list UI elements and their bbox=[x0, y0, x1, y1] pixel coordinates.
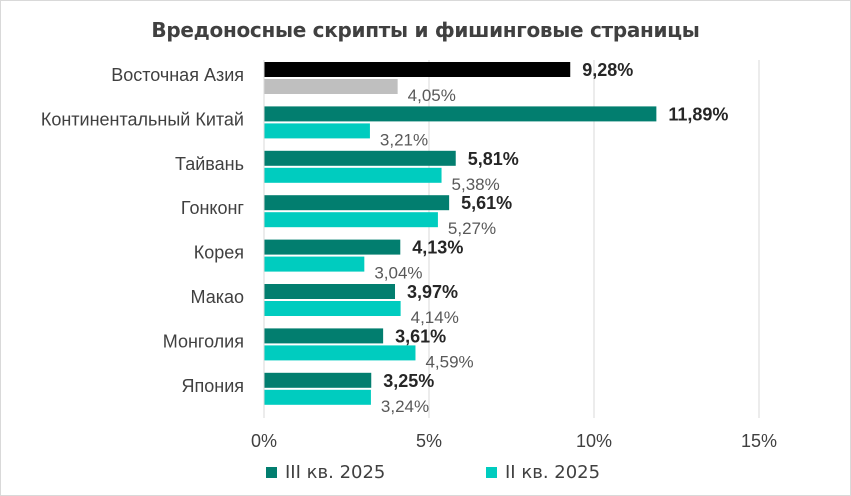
bar-q2 bbox=[264, 256, 365, 272]
data-label-q3: 4,13% bbox=[412, 238, 463, 258]
bar-q2 bbox=[264, 123, 370, 139]
data-label-q3: 3,25% bbox=[383, 371, 434, 391]
bar-q2 bbox=[264, 389, 371, 405]
data-label-q2: 5,38% bbox=[452, 175, 500, 194]
bar-q3 bbox=[264, 106, 657, 122]
data-label-q2: 3,24% bbox=[381, 397, 429, 416]
category-label: Макао bbox=[191, 287, 245, 307]
bar-q2 bbox=[264, 301, 401, 316]
chart-legend: III кв. 2025 II кв. 2025 bbox=[0, 462, 851, 486]
chart-title: Вредоносные скрипты и фишинговые страниц… bbox=[151, 18, 700, 42]
bar-q3 bbox=[264, 284, 396, 299]
category-label: Япония bbox=[182, 376, 245, 396]
bar-q3 bbox=[264, 328, 384, 344]
category-label: Корея bbox=[194, 243, 244, 263]
legend-swatch-q3 bbox=[266, 467, 277, 478]
bar-q2 bbox=[264, 79, 398, 94]
category-label: Тайвань bbox=[175, 154, 244, 174]
data-label-q2: 3,04% bbox=[374, 264, 422, 283]
category-label: Монголия bbox=[163, 331, 244, 351]
x-tick-label: 5% bbox=[416, 431, 442, 451]
bar-q2 bbox=[264, 345, 416, 361]
data-label-q2: 4,14% bbox=[411, 308, 459, 327]
legend-item-q3: III кв. 2025 bbox=[266, 462, 385, 483]
bar-q2 bbox=[264, 167, 442, 183]
data-label-q2: 4,59% bbox=[425, 352, 473, 371]
bar-q3 bbox=[264, 372, 372, 388]
data-label-q3: 5,81% bbox=[468, 149, 519, 169]
x-tick-label: 10% bbox=[576, 431, 612, 451]
data-label-q3: 3,61% bbox=[395, 326, 446, 346]
legend-swatch-q2 bbox=[486, 467, 497, 478]
data-label-q2: 3,21% bbox=[380, 130, 428, 149]
bar-q3 bbox=[264, 62, 571, 77]
x-tick-label: 0% bbox=[251, 431, 277, 451]
bar-q3 bbox=[264, 195, 450, 211]
data-label-q2: 4,05% bbox=[408, 86, 456, 105]
category-label: Восточная Азия bbox=[111, 65, 244, 85]
bar-q3 bbox=[264, 150, 456, 166]
data-label-q3: 11,89% bbox=[668, 104, 728, 124]
legend-item-q2: II кв. 2025 bbox=[486, 462, 600, 483]
category-label: Континентальный Китай bbox=[41, 109, 244, 129]
bar-q2 bbox=[264, 212, 438, 228]
data-label-q2: 5,27% bbox=[448, 219, 496, 238]
data-label-q3: 3,97% bbox=[407, 282, 458, 302]
data-label-q3: 9,28% bbox=[582, 60, 633, 80]
bar-q3 bbox=[264, 239, 401, 255]
category-label: Гонконг bbox=[181, 198, 245, 218]
legend-label-q2: II кв. 2025 bbox=[505, 462, 601, 483]
x-tick-label: 15% bbox=[741, 431, 777, 451]
data-label-q3: 5,61% bbox=[461, 193, 512, 213]
legend-label-q3: III кв. 2025 bbox=[285, 462, 386, 483]
